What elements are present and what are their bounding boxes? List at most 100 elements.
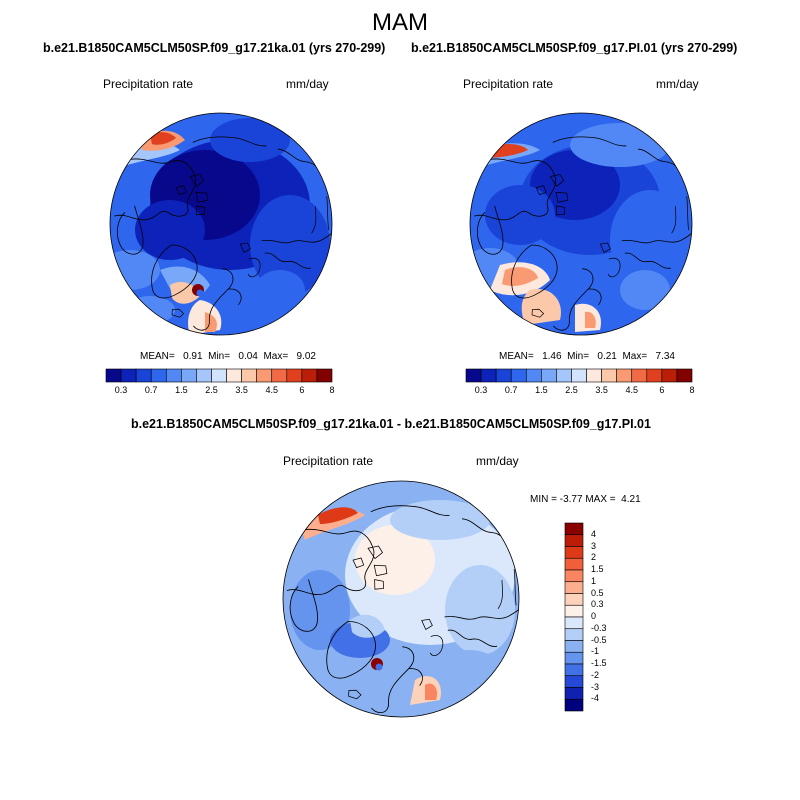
cb-left-tick-3: 2.5 <box>205 385 218 395</box>
cb-right-tick-1: 0.7 <box>504 385 518 395</box>
cb-left-tick-1: 0.7 <box>144 385 158 395</box>
cb-left-swatch <box>286 368 303 383</box>
figure-title: MAM <box>372 9 428 36</box>
diff-map <box>283 481 519 717</box>
diff-colorbar-tick-5: 0.5 <box>591 587 604 598</box>
cb-left-swatch <box>256 368 273 383</box>
diff-colorbar-tick-1: 3 <box>591 540 597 551</box>
right-colorbar <box>465 368 693 383</box>
cb-right-swatch <box>646 368 663 383</box>
right-panel-subtitle: b.e21.B1850CAM5CLM50SP.f09_g17.PI.01 (yr… <box>411 41 738 55</box>
diff-colorbar-swatch <box>564 557 584 571</box>
cb-left-swatch <box>271 368 288 383</box>
diff-colorbar-tick-7: 0 <box>591 611 597 621</box>
left-map <box>110 113 332 335</box>
cb-left-swatch <box>241 368 257 383</box>
cb-left-swatch <box>301 368 318 383</box>
cb-left-swatch <box>105 368 122 383</box>
right-map <box>470 113 692 335</box>
diff-colorbar-tick-9: -0.5 <box>591 634 607 645</box>
left-stats: MEAN= 0.91 Min= 0.04 Max= 9.02 <box>140 351 316 362</box>
left-variable-label: Precipitation rate <box>103 77 194 91</box>
cb-right-tick-0: 0.3 <box>474 385 488 395</box>
cb-left-swatch <box>181 368 197 383</box>
diff-colorbar-swatch <box>564 675 584 688</box>
cb-left-tick-0: 0.3 <box>114 385 128 395</box>
diff-colorbar-tick-3: 1.5 <box>591 564 604 574</box>
right-stats: MEAN= 1.46 Min= 0.21 Max= 7.34 <box>499 351 675 362</box>
cb-right-swatch <box>586 368 602 383</box>
diff-map-border <box>282 480 520 718</box>
cb-right-swatch <box>465 368 482 383</box>
cb-right-tick-3: 2.5 <box>565 385 578 395</box>
diff-colorbar-swatch <box>564 604 584 618</box>
cb-right-swatch <box>541 368 557 383</box>
cb-left-swatch <box>196 368 212 383</box>
left-units-label: mm/day <box>286 77 329 91</box>
left-map-border <box>109 112 333 336</box>
cb-left-swatch <box>316 368 333 383</box>
cb-right-tick-5: 4.5 <box>625 385 638 395</box>
diff-colorbar-tick-4: 1 <box>591 575 597 586</box>
left-colorbar <box>105 368 333 383</box>
cb-right-swatch <box>571 368 587 383</box>
cb-right-swatch <box>631 368 648 383</box>
cb-left-tick-4: 3.5 <box>235 385 248 395</box>
diff-colorbar-tick-6: 0.3 <box>591 599 604 610</box>
cb-left-swatch <box>150 368 167 383</box>
diff-colorbar-swatch <box>564 534 584 547</box>
diff-colorbar-swatch <box>564 628 584 641</box>
cb-right-tick-7: 8 <box>689 385 695 395</box>
diff-colorbar-tick-11: -1.5 <box>591 658 607 668</box>
cb-left-swatch <box>120 368 137 383</box>
diff-colorbar-swatch <box>564 687 584 700</box>
cb-right-swatch <box>616 368 633 383</box>
diff-colorbar-swatch <box>564 640 584 653</box>
diff-colorbar-tick-2: 2 <box>591 552 597 563</box>
diff-colorbar-tick-0: 4 <box>591 528 597 539</box>
cb-right-swatch <box>525 368 542 383</box>
diff-colorbar-tick-14: -4 <box>591 693 600 704</box>
diff-colorbar-tick-8: -0.3 <box>591 622 607 633</box>
diff-colorbar-swatch <box>564 593 584 606</box>
diff-colorbar-swatch <box>564 698 584 712</box>
cb-right-swatch <box>495 368 512 383</box>
diff-colorbar-swatch <box>564 616 584 630</box>
diff-colorbar-swatch <box>564 569 584 583</box>
diff-colorbar-tick-12: -2 <box>591 669 600 680</box>
cb-left-tick-5: 4.5 <box>265 385 278 395</box>
diff-colorbar-swatch <box>564 546 584 559</box>
left-panel-subtitle: b.e21.B1850CAM5CLM50SP.f09_g17.21ka.01 (… <box>43 41 386 55</box>
diff-colorbar-swatch <box>564 522 584 536</box>
diff-stats: MIN = -3.77 MAX = 4.21 <box>530 494 641 505</box>
diff-colorbar-tick-10: -1 <box>591 646 600 657</box>
cb-left-tick-6: 6 <box>299 385 305 395</box>
cb-left-swatch <box>135 368 152 383</box>
cb-left-tick-2: 1.5 <box>175 385 188 395</box>
diff-colorbar-tick-13: -3 <box>591 681 600 692</box>
cb-right-swatch <box>676 368 693 383</box>
cb-left-tick-7: 8 <box>329 385 335 395</box>
cb-right-swatch <box>601 368 617 383</box>
cb-right-swatch <box>480 368 497 383</box>
diff-units-label: mm/day <box>476 454 519 468</box>
diff-colorbar-swatch <box>564 581 584 594</box>
diff-panel-subtitle: b.e21.B1850CAM5CLM50SP.f09_g17.21ka.01 -… <box>131 417 651 431</box>
right-variable-label: Precipitation rate <box>463 77 554 91</box>
diff-colorbar-swatch <box>564 663 584 677</box>
cb-left-swatch <box>226 368 242 383</box>
diff-colorbar <box>564 522 584 712</box>
cb-right-tick-6: 6 <box>659 385 665 395</box>
cb-left-swatch <box>211 368 227 383</box>
cb-right-tick-2: 1.5 <box>535 385 548 395</box>
right-units-label: mm/day <box>656 77 699 91</box>
cb-left-swatch <box>165 368 182 383</box>
diff-colorbar-swatch <box>564 651 584 665</box>
cb-right-swatch <box>510 368 527 383</box>
cb-right-swatch <box>661 368 678 383</box>
right-map-border <box>469 112 693 336</box>
cb-right-swatch <box>556 368 572 383</box>
cb-right-tick-4: 3.5 <box>595 385 608 395</box>
diff-variable-label: Precipitation rate <box>283 454 374 468</box>
